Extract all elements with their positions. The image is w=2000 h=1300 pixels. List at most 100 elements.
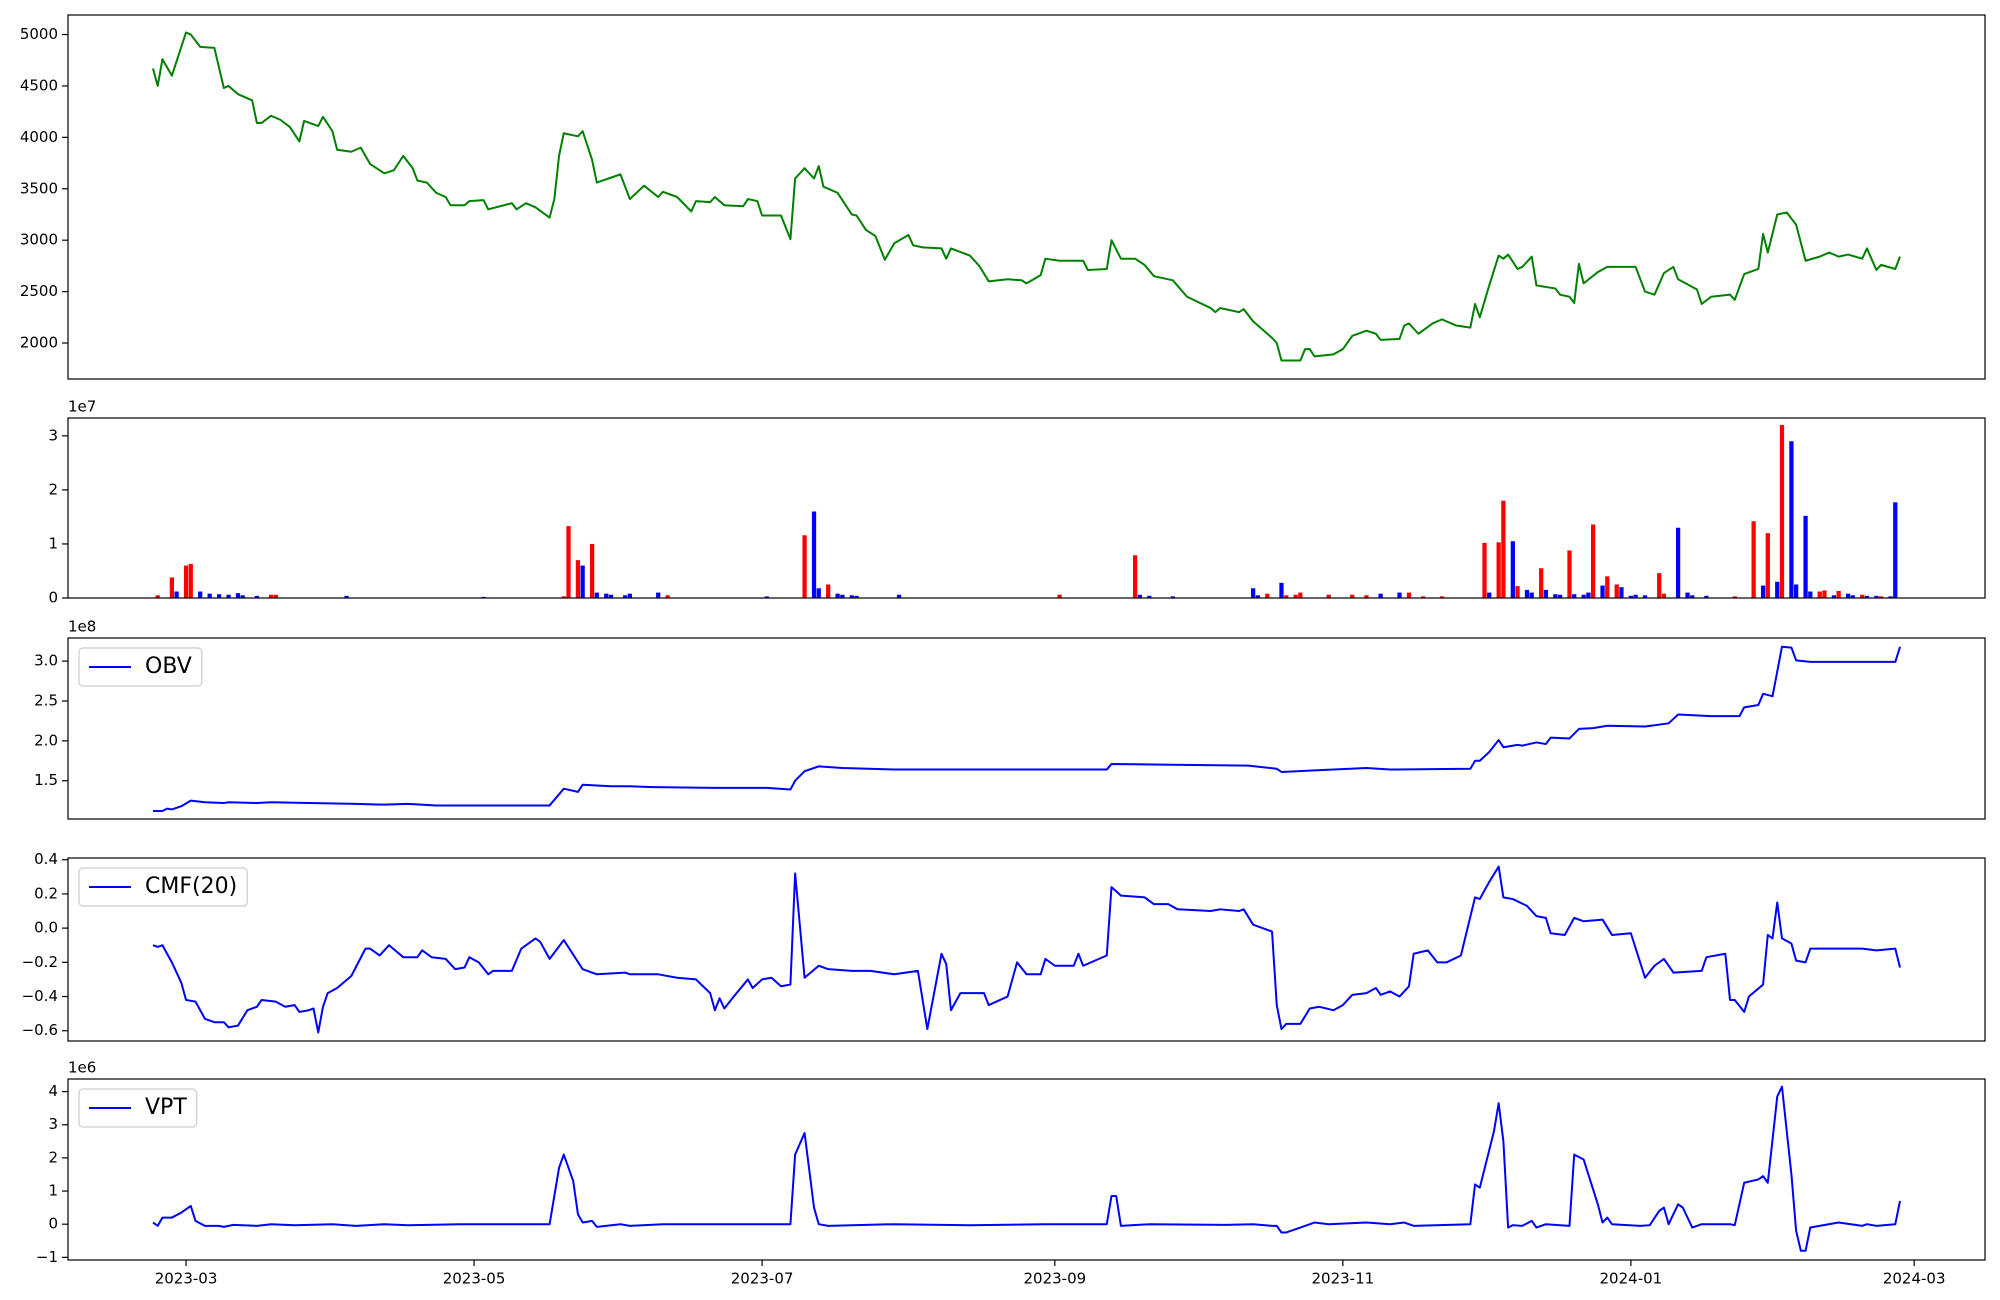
bar: [155, 595, 160, 598]
bar: [1510, 541, 1515, 598]
panel: 1.5 2.0 2.5 3.0 1e8 OBV: [34, 618, 1986, 820]
bar: [1501, 500, 1506, 598]
bar: [1147, 595, 1152, 598]
x-tick-label: 2024-01: [1600, 1270, 1663, 1288]
line: [152, 645, 1901, 813]
bar: [1364, 595, 1369, 598]
bar: [1864, 595, 1870, 598]
bar: [1420, 596, 1426, 598]
bar: [849, 595, 854, 598]
legend-label: VPT: [145, 1095, 187, 1120]
bar: [627, 593, 633, 598]
bar: [268, 594, 274, 598]
bar: [1775, 581, 1780, 598]
bar: [1704, 595, 1709, 598]
bar: [1397, 592, 1402, 598]
bar: [1406, 592, 1412, 598]
y-tick-label: 0: [48, 589, 58, 607]
frame: [67, 1078, 1986, 1261]
bar: [656, 592, 661, 598]
bar: [896, 594, 902, 598]
bar: [1817, 591, 1822, 598]
bar: [1557, 594, 1563, 598]
bar: [1539, 568, 1544, 598]
legend-label: CMF(20): [145, 874, 237, 899]
bar: [169, 577, 175, 598]
frame: [67, 637, 1986, 820]
plot-area: [152, 1085, 1901, 1252]
y-tick-label: 2000: [20, 334, 58, 352]
bar: [1619, 587, 1624, 598]
bar: [1633, 594, 1638, 598]
bar: [1255, 595, 1260, 598]
panel: 0 1 2 3 1e7: [48, 398, 1986, 607]
legend-label: OBV: [145, 654, 192, 679]
bar: [1845, 593, 1851, 598]
bar: [580, 565, 585, 598]
y-tick-label: −0.6: [22, 1021, 58, 1039]
y-tick-label: 4500: [20, 76, 58, 94]
bar: [575, 560, 581, 598]
offset-label: 1e6: [68, 1059, 96, 1077]
y-tick-label: 2.5: [34, 691, 58, 709]
bar: [273, 594, 278, 598]
legend-box: [78, 1088, 198, 1128]
bar: [1794, 584, 1799, 598]
legend-box: [78, 867, 248, 907]
bar: [1893, 502, 1898, 598]
bar: [183, 565, 189, 598]
bar: [1605, 576, 1610, 598]
bar: [1831, 595, 1837, 598]
bar: [1751, 521, 1756, 598]
y-tick-label: 4000: [20, 128, 58, 146]
bar: [1543, 589, 1549, 598]
bar: [1298, 592, 1303, 598]
y-tick-label: 5000: [20, 25, 58, 43]
line: [152, 1085, 1901, 1252]
bar: [835, 593, 840, 598]
bar: [1378, 593, 1383, 598]
bar: [235, 593, 241, 598]
offset-label: 1e7: [68, 398, 96, 416]
bar: [1779, 425, 1785, 598]
x-tick-label: 2023-09: [1023, 1270, 1086, 1288]
bar: [344, 595, 349, 598]
y-tick-label: 1: [48, 534, 58, 552]
y-tick-label: 3: [48, 1115, 58, 1133]
bar: [1132, 555, 1138, 598]
y-tick-label: 3.0: [34, 652, 58, 670]
y-tick-label: 0: [48, 1215, 58, 1233]
offset-label: 1e8: [68, 618, 96, 636]
bar: [1765, 533, 1770, 598]
bar: [1760, 585, 1766, 598]
bar: [1586, 592, 1591, 598]
bar: [1803, 515, 1808, 598]
bar: [566, 526, 571, 598]
bar: [854, 595, 859, 598]
bar: [1860, 594, 1865, 598]
plot-area: [155, 425, 1898, 598]
bar: [1293, 594, 1298, 598]
y-tick-label: 2.0: [34, 731, 58, 749]
panel: 2000 2500 3000 3500 4000 4500 5000: [20, 14, 1986, 380]
y-tick-label: 3500: [20, 179, 58, 197]
y-tick-label: 1.5: [34, 771, 58, 789]
bar: [188, 563, 193, 598]
legend: OBV: [78, 647, 203, 687]
bar: [1487, 592, 1492, 598]
bar: [802, 535, 807, 598]
bar: [1137, 594, 1142, 598]
x-tick-label: 2023-07: [731, 1270, 794, 1288]
bar: [1496, 542, 1501, 598]
y-tick-label: 0.0: [34, 919, 58, 937]
bar: [1789, 441, 1794, 598]
frame: [67, 417, 1986, 599]
bar: [1439, 596, 1445, 598]
bar: [608, 594, 614, 598]
plot-area: [152, 645, 1901, 813]
plot-area: [152, 865, 1901, 1034]
bar: [226, 594, 231, 598]
y-tick-label: −0.4: [22, 987, 58, 1005]
y-tick-label: 3000: [20, 231, 58, 249]
